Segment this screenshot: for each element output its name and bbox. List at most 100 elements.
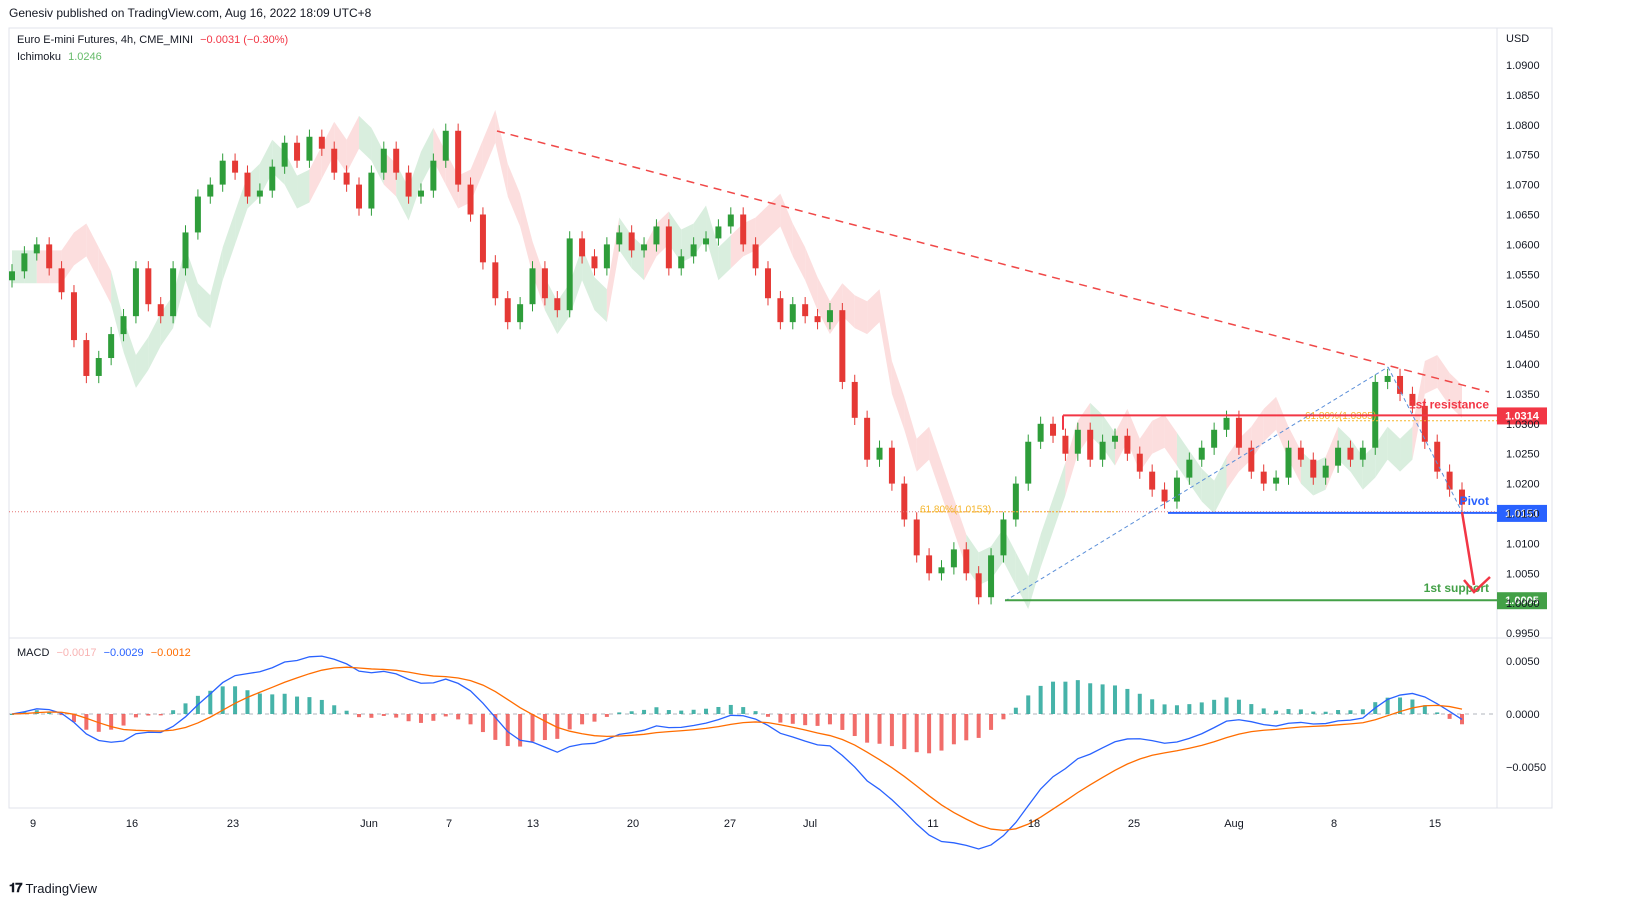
- ichimoku-cloud-segment: [829, 283, 843, 335]
- candle-body: [368, 172, 375, 209]
- candle-body: [46, 244, 53, 269]
- macd-histogram-bar: [121, 714, 126, 726]
- macd-histogram-bar: [1001, 714, 1006, 720]
- candle-body: [851, 381, 858, 418]
- ichimoku-cloud-segment: [904, 396, 917, 472]
- ichimoku-cloud-segment: [1201, 468, 1215, 514]
- pivot-price-tag: 1.0151: [1505, 508, 1539, 520]
- candle-body: [194, 196, 201, 233]
- candle-body: [442, 130, 449, 161]
- time-tick-label: 20: [627, 818, 639, 830]
- ichimoku-cloud-segment: [1300, 450, 1314, 496]
- macd-histogram-bar: [443, 714, 448, 717]
- candle-body: [1273, 477, 1280, 484]
- macd-histogram-bar: [555, 714, 560, 739]
- macd-histogram-bar: [146, 714, 151, 716]
- candle-body: [1149, 471, 1156, 490]
- macd-histogram-bar: [716, 706, 721, 714]
- macd-histogram-bar: [877, 714, 882, 744]
- candle-body: [1397, 375, 1404, 394]
- candle-body: [83, 340, 90, 376]
- candle-body: [690, 244, 697, 257]
- resistance-price-tag: 1.0314: [1505, 410, 1540, 422]
- time-tick-label: 23: [227, 818, 239, 830]
- macd-histogram-bar: [1051, 681, 1056, 714]
- macd-histogram-bar: [1038, 685, 1043, 714]
- candle-body: [1421, 405, 1428, 442]
- macd-histogram-bar: [1236, 699, 1241, 714]
- macd-histogram-bar: [468, 714, 473, 725]
- candle-body: [9, 271, 15, 281]
- price-tick-label: 1.0900: [1506, 60, 1540, 72]
- time-tick-label: Jun: [360, 818, 378, 830]
- fib-swing-up: [1004, 366, 1389, 602]
- candle-body: [232, 160, 239, 173]
- brand-name: TradingView: [25, 880, 98, 896]
- macd-histogram-bar: [951, 714, 956, 745]
- candle-body: [764, 268, 771, 299]
- candle-body: [1062, 435, 1069, 454]
- ichimoku-cloud-segment: [1102, 414, 1115, 466]
- publisher-line: Genesiv published on TradingView.com, Au…: [9, 6, 372, 20]
- macd-histogram-bar: [171, 710, 176, 714]
- tradingview-footer: 𝟏𝟕 TradingView: [9, 880, 97, 896]
- candle-body: [1384, 375, 1391, 382]
- ichimoku-cloud-segment: [12, 250, 25, 284]
- candle-body: [356, 184, 363, 209]
- macd-histogram-bar: [1286, 709, 1291, 714]
- macd-histogram-bar: [778, 714, 783, 723]
- ichimoku-cloud-segment: [631, 235, 645, 281]
- candle-body: [529, 268, 536, 305]
- ichimoku-cloud-segment: [619, 217, 632, 269]
- ichimoku-name: Ichimoku: [17, 51, 62, 63]
- candle-body: [417, 190, 424, 197]
- macd-histogram-bar: [604, 714, 609, 717]
- candle-body: [504, 298, 511, 323]
- macd-tick-label: 0.0050: [1506, 656, 1540, 668]
- candle-body: [901, 483, 908, 520]
- macd-legend: MACD −0.0017 −0.0029 −0.0012: [17, 647, 191, 659]
- candle-body: [1409, 393, 1416, 406]
- candle-body: [777, 298, 784, 323]
- signal-line: [11, 666, 1463, 832]
- candle-body: [256, 190, 263, 197]
- macd-tick-label: −0.0050: [1506, 762, 1546, 774]
- candle-body: [1322, 465, 1329, 478]
- candle-body: [1136, 453, 1143, 472]
- ichimoku-cloud-segment: [420, 127, 434, 185]
- ichimoku-cloud-segment: [805, 247, 818, 311]
- candle-body: [393, 148, 400, 173]
- candle-body: [479, 214, 486, 263]
- ichimoku-cloud-segment: [1139, 420, 1153, 472]
- price-tick-label: 1.0300: [1506, 419, 1540, 431]
- ichimoku-cloud-segment: [1053, 462, 1066, 532]
- ichimoku-cloud-segment: [36, 250, 50, 284]
- price-tick-label: 1.0050: [1506, 568, 1540, 580]
- macd-histogram-bar: [1026, 695, 1031, 714]
- candle-body: [963, 549, 970, 574]
- macd-histogram-bar: [133, 714, 138, 718]
- ichimoku-cloud-segment: [1090, 402, 1103, 448]
- macd-histogram-bar: [1274, 710, 1279, 714]
- pivot-price-tag-box: [1497, 504, 1547, 522]
- ichimoku-cloud-segment: [111, 271, 124, 353]
- time-tick-label: 25: [1128, 818, 1140, 830]
- candle-body: [405, 172, 412, 197]
- macd-histogram-bar: [939, 714, 944, 751]
- candle-body: [1111, 435, 1118, 442]
- time-tick-label: 16: [126, 818, 138, 830]
- ichimoku-cloud-segment: [767, 193, 781, 239]
- candle-body: [33, 244, 40, 254]
- price-tick-label: 1.0700: [1506, 180, 1540, 192]
- ichimoku-cloud-segment: [433, 127, 446, 185]
- time-tick-label: Jul: [803, 818, 817, 830]
- macd-histogram-bar: [1212, 699, 1217, 714]
- macd-histogram-bar: [369, 714, 374, 718]
- candle-body: [21, 253, 28, 272]
- macd-histogram-bar: [889, 714, 894, 747]
- candle-body: [318, 136, 325, 149]
- time-tick-label: 15: [1429, 818, 1441, 830]
- ichimoku-cloud-segment: [681, 223, 694, 263]
- macd-histogram-bar: [10, 714, 14, 715]
